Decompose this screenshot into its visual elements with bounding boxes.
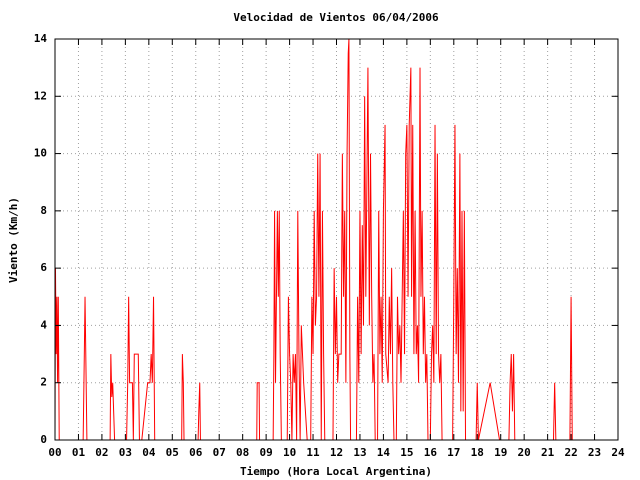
x-tick-label: 22 xyxy=(564,446,577,459)
x-tick-label: 02 xyxy=(95,446,108,459)
x-tick-label: 07 xyxy=(213,446,226,459)
x-tick-label: 04 xyxy=(142,446,156,459)
x-tick-label: 16 xyxy=(424,446,438,459)
x-tick-label: 08 xyxy=(236,446,249,459)
x-tick-label: 14 xyxy=(377,446,391,459)
x-tick-label: 20 xyxy=(518,446,531,459)
x-tick-label: 09 xyxy=(260,446,273,459)
x-tick-label: 12 xyxy=(330,446,343,459)
x-axis-label: Tiempo (Hora Local Argentina) xyxy=(240,465,432,478)
chart-title: Velocidad de Vientos 06/04/2006 xyxy=(233,11,439,24)
y-tick-label: 10 xyxy=(34,147,47,160)
x-tick-label: 24 xyxy=(611,446,625,459)
x-tick-label: 23 xyxy=(588,446,601,459)
x-tick-label: 00 xyxy=(48,446,61,459)
x-tick-label: 18 xyxy=(471,446,484,459)
x-tick-label: 15 xyxy=(400,446,413,459)
x-tick-label: 06 xyxy=(189,446,203,459)
x-tick-label: 01 xyxy=(72,446,86,459)
y-tick-label: 12 xyxy=(34,89,47,102)
y-tick-label: 2 xyxy=(40,376,47,389)
x-tick-label: 05 xyxy=(166,446,179,459)
y-tick-label: 4 xyxy=(40,318,47,331)
y-tick-label: 8 xyxy=(40,204,47,217)
y-axis-label: Viento (Km/h) xyxy=(7,197,20,283)
x-tick-label: 21 xyxy=(541,446,555,459)
x-tick-label: 10 xyxy=(283,446,296,459)
y-tick-label: 0 xyxy=(40,433,47,446)
y-tick-label: 6 xyxy=(40,261,47,274)
y-tick-label: 14 xyxy=(34,32,48,45)
x-tick-label: 19 xyxy=(494,446,507,459)
ticks: 00 01 02 03 04 05 06 07 08 09 10 11 12 13 14 15 16 17 18 19… xyxy=(34,32,625,459)
x-tick-label: 13 xyxy=(353,446,366,459)
x-tick-label: 17 xyxy=(447,446,460,459)
x-tick-label: 11 xyxy=(306,446,320,459)
x-tick-label: 03 xyxy=(119,446,132,459)
